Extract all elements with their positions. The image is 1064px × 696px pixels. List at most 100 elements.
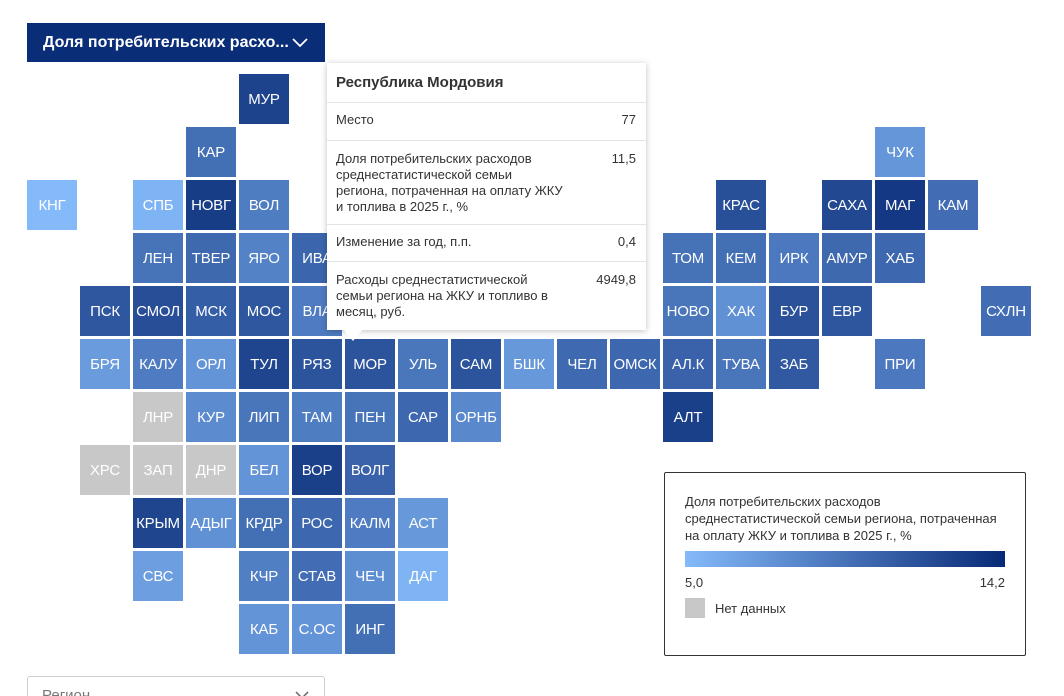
region-code: КАЛМ xyxy=(349,514,391,532)
region-tile-68[interactable]: ЧЕЧ xyxy=(345,551,395,601)
region-tile-9[interactable]: МАГ xyxy=(875,180,925,230)
region-tile-1[interactable]: КАР xyxy=(186,127,236,177)
region-code: НОВГ xyxy=(191,196,231,214)
region-tile-41[interactable]: АЛ.К xyxy=(663,339,713,389)
region-tile-72[interactable]: ИНГ xyxy=(345,604,395,654)
region-tile-45[interactable]: ЛНР xyxy=(133,392,183,442)
region-tile-0[interactable]: МУР xyxy=(239,74,289,124)
region-tile-42[interactable]: ТУВА xyxy=(716,339,766,389)
region-code: ЧУК xyxy=(886,143,914,161)
region-code: ЗАП xyxy=(143,461,173,479)
region-tile-57[interactable]: ВОР xyxy=(292,445,342,495)
region-tile-55[interactable]: ДНР xyxy=(186,445,236,495)
region-tile-67[interactable]: СТАВ xyxy=(292,551,342,601)
region-tile-37[interactable]: САМ xyxy=(451,339,501,389)
region-tile-51[interactable]: ОРНБ xyxy=(451,392,501,442)
region-tile-50[interactable]: САР xyxy=(398,392,448,442)
region-tile-34[interactable]: РЯЗ xyxy=(292,339,342,389)
region-select[interactable]: Регион xyxy=(27,676,325,696)
region-code: ИНГ xyxy=(355,620,385,638)
region-tile-13[interactable]: ЯРО xyxy=(239,233,289,283)
region-tile-35[interactable]: МОР xyxy=(345,339,395,389)
region-tile-38[interactable]: БШК xyxy=(504,339,554,389)
region-tile-8[interactable]: САХА xyxy=(822,180,872,230)
region-tile-3[interactable]: КНГ xyxy=(27,180,77,230)
legend-ticks: 5,0 14,2 xyxy=(685,575,1005,590)
region-tile-46[interactable]: КУР xyxy=(186,392,236,442)
region-tile-59[interactable]: КРЫМ xyxy=(133,498,183,548)
region-tile-25[interactable]: НОВО xyxy=(663,286,713,336)
legend: Доля потребительских расходов среднестат… xyxy=(664,472,1026,656)
region-tile-65[interactable]: СВС xyxy=(133,551,183,601)
region-tile-56[interactable]: БЕЛ xyxy=(239,445,289,495)
region-tile-47[interactable]: ЛИП xyxy=(239,392,289,442)
region-tile-36[interactable]: УЛЬ xyxy=(398,339,448,389)
region-tile-40[interactable]: ОМСК xyxy=(610,339,660,389)
region-code: ЛИП xyxy=(248,408,280,426)
region-code: АЛ.К xyxy=(671,355,705,373)
region-tile-2[interactable]: ЧУК xyxy=(875,127,925,177)
region-tile-63[interactable]: КАЛМ xyxy=(345,498,395,548)
region-tile-16[interactable]: КЕМ xyxy=(716,233,766,283)
region-tile-6[interactable]: ВОЛ xyxy=(239,180,289,230)
region-tile-21[interactable]: СМОЛ xyxy=(133,286,183,336)
region-tile-61[interactable]: КРДР xyxy=(239,498,289,548)
region-tile-44[interactable]: ПРИ xyxy=(875,339,925,389)
region-code: КАЛУ xyxy=(139,355,177,373)
region-code: ТУЛ xyxy=(250,355,278,373)
region-code: КЧР xyxy=(249,567,279,585)
indicator-select[interactable]: Доля потребительских расхо... xyxy=(27,23,325,62)
region-tile-64[interactable]: АСТ xyxy=(398,498,448,548)
tooltip-value: 77 xyxy=(621,112,636,127)
region-code: ВОЛ xyxy=(248,196,280,214)
region-code: САХА xyxy=(827,196,867,214)
region-tile-60[interactable]: АДЫГ xyxy=(186,498,236,548)
region-code: ОРЛ xyxy=(195,355,227,373)
region-tile-70[interactable]: КАБ xyxy=(239,604,289,654)
region-tile-58[interactable]: ВОЛГ xyxy=(345,445,395,495)
region-tile-23[interactable]: МОС xyxy=(239,286,289,336)
tooltip-row-share: Доля потребительских расходов среднестат… xyxy=(327,141,646,225)
region-tile-71[interactable]: С.ОС xyxy=(292,604,342,654)
region-tile-15[interactable]: ТОМ xyxy=(663,233,713,283)
region-tile-62[interactable]: РОС xyxy=(292,498,342,548)
region-tile-28[interactable]: ЕВР xyxy=(822,286,872,336)
region-tile-33[interactable]: ТУЛ xyxy=(239,339,289,389)
region-tile-43[interactable]: ЗАБ xyxy=(769,339,819,389)
region-tile-11[interactable]: ЛЕН xyxy=(133,233,183,283)
region-tile-48[interactable]: ТАМ xyxy=(292,392,342,442)
region-tile-17[interactable]: ИРК xyxy=(769,233,819,283)
region-tile-66[interactable]: КЧР xyxy=(239,551,289,601)
region-tile-12[interactable]: ТВЕР xyxy=(186,233,236,283)
region-tooltip: Республика Мордовия Место 77 Доля потреб… xyxy=(327,63,646,330)
region-code: ТОМ xyxy=(671,249,705,267)
region-tile-7[interactable]: КРАС xyxy=(716,180,766,230)
region-tile-26[interactable]: ХАК xyxy=(716,286,766,336)
region-tile-53[interactable]: ХРС xyxy=(80,445,130,495)
region-tile-10[interactable]: КАМ xyxy=(928,180,978,230)
region-tile-18[interactable]: АМУР xyxy=(822,233,872,283)
region-tile-32[interactable]: ОРЛ xyxy=(186,339,236,389)
region-tile-49[interactable]: ПЕН xyxy=(345,392,395,442)
region-tile-29[interactable]: СХЛН xyxy=(981,286,1031,336)
region-tile-19[interactable]: ХАБ xyxy=(875,233,925,283)
region-code: ДНР xyxy=(195,461,227,479)
region-code: ТАМ xyxy=(301,408,333,426)
region-tile-39[interactable]: ЧЕЛ xyxy=(557,339,607,389)
no-data-swatch xyxy=(685,598,705,618)
region-tile-22[interactable]: МСК xyxy=(186,286,236,336)
region-tile-5[interactable]: НОВГ xyxy=(186,180,236,230)
region-tile-20[interactable]: ПСК xyxy=(80,286,130,336)
region-tile-52[interactable]: АЛТ xyxy=(663,392,713,442)
region-tile-54[interactable]: ЗАП xyxy=(133,445,183,495)
region-tile-31[interactable]: КАЛУ xyxy=(133,339,183,389)
region-tile-4[interactable]: СПБ xyxy=(133,180,183,230)
region-tile-69[interactable]: ДАГ xyxy=(398,551,448,601)
region-code: СМОЛ xyxy=(136,302,180,320)
indicator-select-label: Доля потребительских расхо... xyxy=(43,33,289,51)
region-tile-27[interactable]: БУР xyxy=(769,286,819,336)
tooltip-label: Место xyxy=(336,112,374,127)
region-code: САР xyxy=(408,408,438,426)
region-tile-30[interactable]: БРЯ xyxy=(80,339,130,389)
